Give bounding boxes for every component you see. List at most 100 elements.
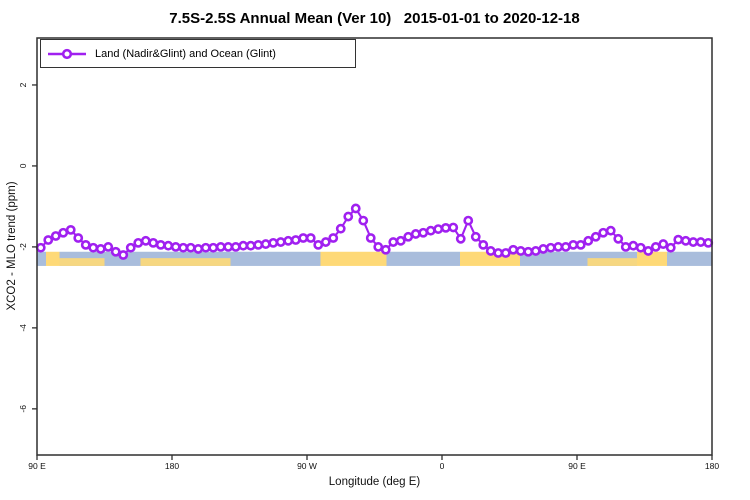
data-point-marker: [583, 235, 594, 246]
band-segment-land: [46, 251, 60, 266]
data-point-marker: [290, 235, 301, 245]
y-axis-tick-label: 2: [18, 82, 28, 87]
data-point-marker: [680, 235, 691, 246]
x-axis-tick-label: 90 E: [568, 461, 586, 471]
data-point-marker: [275, 237, 286, 247]
data-point-marker: [238, 240, 249, 251]
x-axis-tick-label: 180: [705, 461, 719, 471]
x-axis-tick-label: 90 W: [297, 461, 317, 471]
plot-title: 7.5S-2.5S Annual Mean (Ver 10) 2015-01-0…: [169, 10, 580, 27]
data-point-marker: [440, 222, 451, 233]
data-point-marker: [403, 231, 414, 242]
data-point-marker: [73, 233, 84, 243]
data-point-marker: [58, 227, 69, 238]
data-point-marker: [298, 233, 309, 243]
data-point-marker: [365, 233, 376, 243]
y-axis-title: XCO2 - MLO trend (ppm): [6, 181, 18, 311]
data-point-marker: [185, 242, 196, 253]
data-point-marker: [388, 237, 399, 247]
data-point-marker: [268, 237, 279, 248]
data-point-marker: [635, 242, 646, 253]
data-point-marker: [43, 235, 54, 245]
data-point-marker: [328, 233, 339, 243]
data-point-marker: [665, 242, 676, 253]
data-point-marker: [35, 242, 46, 253]
data-point-marker: [448, 222, 459, 233]
data-point-marker: [515, 246, 526, 256]
data-point-marker: [313, 239, 324, 250]
data-point-marker: [620, 242, 631, 252]
band-segment-land: [637, 251, 667, 266]
data-point-marker: [88, 242, 99, 253]
data-point-marker: [125, 242, 136, 253]
data-point-marker: [95, 244, 106, 254]
data-point-marker: [170, 242, 181, 252]
x-axis-tick-label: 90 E: [28, 461, 46, 471]
data-point-marker: [508, 244, 519, 255]
data-point-marker: [695, 237, 706, 247]
band-segment-mixed-land-part: [59, 258, 105, 266]
data-point-marker: [335, 223, 346, 234]
data-point-marker: [50, 231, 61, 241]
data-point-marker: [598, 227, 609, 238]
data-point-marker: [418, 227, 429, 238]
data-point-marker: [478, 239, 489, 250]
data-point-marker: [560, 242, 571, 252]
band-segment-ocean: [386, 251, 460, 266]
x-axis-tick-label: 0: [440, 461, 445, 471]
data-point-marker: [470, 231, 481, 242]
data-point-marker: [493, 248, 504, 258]
data-point-marker: [80, 239, 91, 250]
data-point-marker: [553, 242, 564, 252]
data-point-marker: [433, 224, 444, 234]
band-segment-mixed-land-part: [140, 258, 231, 266]
data-point-marker: [485, 246, 496, 256]
legend: Land (Nadir&Glint) and Ocean (Glint): [40, 39, 356, 68]
legend-label: Land (Nadir&Glint) and Ocean (Glint): [95, 47, 276, 60]
data-point-marker: [110, 246, 121, 257]
data-point-marker: [350, 203, 361, 214]
data-point-marker: [305, 233, 316, 243]
data-point-marker: [658, 239, 669, 249]
data-point-marker: [253, 239, 264, 250]
data-point-marker: [148, 237, 159, 248]
data-point-marker: [230, 242, 241, 252]
data-point-marker: [200, 242, 211, 253]
data-point-marker: [118, 250, 129, 260]
data-point-marker: [538, 244, 549, 254]
band-segment-ocean: [667, 251, 712, 266]
legend-line-marker-icon: [48, 48, 86, 59]
data-point-marker: [568, 239, 579, 250]
data-point-marker: [545, 242, 556, 253]
data-point-marker: [320, 237, 331, 247]
data-point-marker: [410, 229, 421, 239]
data-point-marker: [463, 215, 474, 226]
band-segment-ocean: [37, 251, 46, 266]
data-point-marker: [358, 215, 369, 226]
band-segment-mixed-land-part: [587, 258, 637, 266]
data-point-marker: [395, 235, 406, 246]
data-point-marker: [380, 244, 391, 255]
x-axis-tick-label: 180: [165, 461, 179, 471]
band-segment-ocean: [230, 251, 321, 266]
data-point-marker: [223, 242, 234, 252]
data-point-marker: [215, 242, 226, 252]
data-point-marker: [140, 235, 151, 246]
data-point-marker: [613, 233, 624, 244]
data-point-marker: [133, 237, 144, 248]
data-point-marker: [523, 246, 534, 257]
data-point-marker: [155, 239, 166, 250]
data-point-marker: [703, 237, 714, 248]
data-point-marker: [425, 225, 436, 236]
data-point-marker: [65, 225, 76, 235]
data-point-marker: [530, 246, 541, 256]
data-point-marker: [673, 234, 684, 245]
data-point-marker: [283, 235, 294, 246]
data-point-marker: [260, 239, 271, 249]
data-point-marker: [688, 237, 699, 247]
y-axis-tick-label: 0: [18, 163, 28, 168]
data-point-marker: [455, 233, 466, 244]
data-point-marker: [500, 248, 511, 258]
